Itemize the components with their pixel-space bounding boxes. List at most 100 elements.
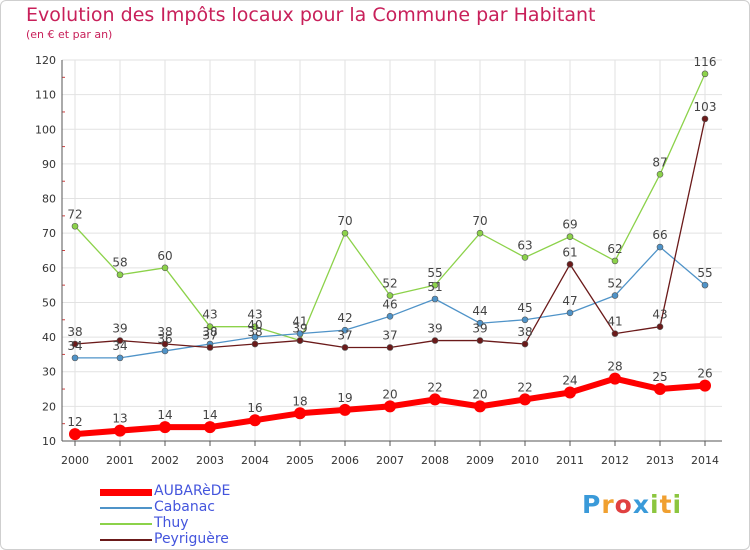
y-tick-label: 90 xyxy=(42,158,56,171)
data-point-cabanac xyxy=(71,354,79,362)
data-label-cabanac: 45 xyxy=(517,301,532,315)
legend-item-cabanac[interactable]: Cabanac xyxy=(100,499,320,516)
legend-item-peyriguere[interactable]: Peyriguère xyxy=(100,531,320,548)
legend-item-thuy[interactable]: Thuy xyxy=(100,515,320,532)
legend-swatch-thuy xyxy=(100,523,152,525)
data-label-thuy: 87 xyxy=(652,155,667,169)
data-label-thuy: 72 xyxy=(67,207,82,221)
data-label-aubarede: 25 xyxy=(652,370,667,384)
logo-letter: P xyxy=(582,490,602,519)
data-label-aubarede: 24 xyxy=(562,374,577,388)
data-point-thuy xyxy=(341,229,349,237)
y-tick-label: 110 xyxy=(35,89,56,102)
data-point-thuy xyxy=(431,281,439,289)
data-label-cabanac: 47 xyxy=(562,294,577,308)
x-tick-label: 2009 xyxy=(466,454,494,467)
data-point-cabanac xyxy=(521,316,529,324)
y-tick-label: 80 xyxy=(42,193,56,206)
data-point-thuy xyxy=(701,70,709,78)
logo-letter: t xyxy=(659,490,673,519)
data-label-cabanac: 36 xyxy=(157,332,172,346)
data-point-cabanac xyxy=(341,326,349,334)
data-point-thuy xyxy=(251,323,259,331)
data-label-aubarede: 16 xyxy=(247,401,262,415)
data-label-thuy: 43 xyxy=(202,308,217,322)
data-label-thuy: 60 xyxy=(157,249,172,263)
logo-letter: i xyxy=(672,490,683,519)
x-tick-label: 2014 xyxy=(691,454,719,467)
logo-letter: i xyxy=(650,490,660,519)
data-label-peyriguere: 38 xyxy=(247,325,262,339)
x-tick-label: 2012 xyxy=(601,454,629,467)
data-label-peyriguere: 38 xyxy=(517,325,532,339)
data-label-peyriguere: 39 xyxy=(427,322,442,336)
data-point-thuy xyxy=(386,292,394,299)
data-label-aubarede: 14 xyxy=(157,408,172,422)
data-label-aubarede: 20 xyxy=(382,387,397,401)
data-point-peyriguere xyxy=(71,340,79,348)
data-point-aubarede xyxy=(114,424,126,437)
y-tick-label: 70 xyxy=(42,227,56,240)
legend-item-aubarede[interactable]: AUBARèDE xyxy=(100,483,320,500)
data-point-peyriguere xyxy=(611,330,619,337)
data-point-aubarede xyxy=(384,400,396,413)
data-point-thuy xyxy=(161,264,169,272)
data-point-peyriguere xyxy=(386,344,394,351)
data-label-cabanac: 66 xyxy=(652,228,667,242)
data-point-thuy xyxy=(476,229,484,237)
chart-subtitle: (en € et par an) xyxy=(26,28,113,41)
data-label-cabanac: 51 xyxy=(427,280,442,294)
legend-swatch-aubarede xyxy=(100,489,152,496)
proxiti-logo[interactable]: Proxiti xyxy=(582,490,682,519)
data-label-peyriguere: 61 xyxy=(562,245,577,259)
legend: AUBARèDE Cabanac Thuy Peyriguère xyxy=(100,483,320,548)
data-label-peyriguere: 37 xyxy=(382,328,397,342)
data-label-peyriguere: 37 xyxy=(337,328,352,342)
data-label-cabanac: 42 xyxy=(337,311,352,325)
data-label-peyriguere: 39 xyxy=(112,322,127,336)
x-tick-label: 2013 xyxy=(646,454,674,467)
data-point-peyriguere xyxy=(116,337,124,344)
data-label-thuy: 62 xyxy=(607,242,622,256)
data-label-peyriguere: 43 xyxy=(652,308,667,322)
data-label-cabanac: 41 xyxy=(292,315,307,329)
data-point-aubarede xyxy=(564,386,576,399)
data-point-cabanac xyxy=(611,292,619,299)
x-tick-label: 2008 xyxy=(421,454,449,467)
data-point-aubarede xyxy=(294,407,306,420)
data-point-peyriguere xyxy=(701,115,709,123)
data-label-peyriguere: 41 xyxy=(607,315,622,329)
data-point-peyriguere xyxy=(341,344,349,351)
x-tick-label: 2003 xyxy=(196,454,224,467)
data-label-thuy: 63 xyxy=(517,238,532,252)
x-tick-label: 2011 xyxy=(556,454,584,467)
logo-letter: o xyxy=(614,490,633,519)
data-point-peyriguere xyxy=(656,323,664,331)
data-label-cabanac: 55 xyxy=(697,266,712,280)
data-point-aubarede xyxy=(429,393,441,406)
data-point-peyriguere xyxy=(521,340,529,348)
data-label-aubarede: 18 xyxy=(292,394,307,408)
data-label-peyriguere: 38 xyxy=(157,325,172,339)
chart-title: Evolution des Impôts locaux pour la Comm… xyxy=(26,4,596,26)
x-tick-label: 2002 xyxy=(151,454,179,467)
legend-label-cabanac: Cabanac xyxy=(154,499,215,515)
data-label-aubarede: 22 xyxy=(427,380,442,394)
x-tick-label: 2006 xyxy=(331,454,359,467)
data-label-peyriguere: 103 xyxy=(694,100,717,114)
data-label-cabanac: 38 xyxy=(202,325,217,339)
data-point-cabanac xyxy=(161,347,169,355)
legend-swatch-peyriguere xyxy=(100,539,152,541)
data-point-peyriguere xyxy=(566,261,574,268)
data-label-thuy: 70 xyxy=(337,214,352,228)
data-point-thuy xyxy=(611,257,619,265)
data-point-cabanac xyxy=(386,313,394,320)
logo-letter: x xyxy=(632,490,650,519)
x-tick-label: 2007 xyxy=(376,454,404,467)
data-point-peyriguere xyxy=(296,337,304,344)
data-point-thuy xyxy=(566,233,574,240)
x-tick-label: 2010 xyxy=(511,454,539,467)
data-point-thuy xyxy=(206,323,214,331)
y-tick-label: 40 xyxy=(42,331,56,344)
data-label-cabanac: 44 xyxy=(472,304,487,318)
